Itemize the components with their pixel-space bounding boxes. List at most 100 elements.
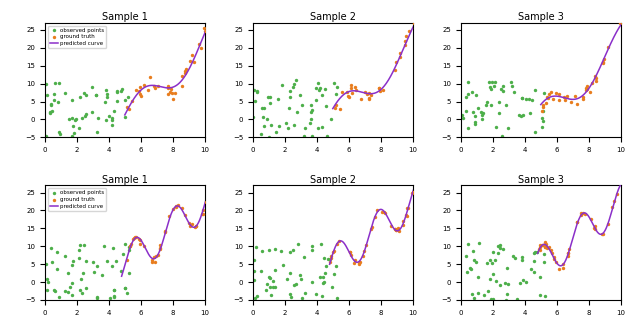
Point — [81, 112, 92, 117]
Point — [466, 267, 476, 272]
Point — [196, 211, 207, 216]
Point — [461, 95, 471, 100]
Point — [503, 282, 513, 287]
Point — [122, 291, 132, 296]
Point — [79, 242, 90, 247]
Point — [316, 242, 326, 247]
Point — [252, 89, 262, 95]
Title: Sample 2: Sample 2 — [310, 175, 356, 185]
Point — [124, 95, 134, 100]
Point — [120, 114, 130, 119]
Point — [127, 99, 137, 104]
Point — [148, 255, 159, 260]
Point — [139, 83, 149, 88]
Point — [74, 125, 84, 130]
Point — [390, 60, 401, 65]
Point — [486, 297, 496, 302]
Point — [300, 126, 310, 131]
Point — [335, 106, 345, 111]
Point — [92, 263, 102, 268]
Point — [163, 84, 173, 89]
Point — [365, 226, 376, 231]
Point — [369, 215, 380, 220]
Point — [485, 277, 495, 282]
Point — [494, 99, 504, 104]
Point — [540, 244, 550, 249]
Point — [331, 263, 341, 268]
Point — [532, 250, 542, 255]
Point — [252, 89, 262, 94]
Point — [111, 258, 121, 263]
Point — [153, 83, 163, 89]
Point — [131, 234, 141, 240]
Point — [488, 271, 498, 276]
Point — [554, 266, 564, 272]
Point — [70, 116, 81, 122]
Point — [297, 102, 307, 107]
Point — [42, 277, 52, 282]
Point — [280, 121, 291, 126]
Point — [108, 245, 118, 250]
Point — [538, 118, 548, 124]
Point — [105, 295, 115, 301]
Point — [120, 97, 131, 103]
Point — [81, 114, 91, 119]
Point — [307, 248, 317, 253]
Point — [473, 290, 483, 295]
Point — [591, 79, 602, 84]
Point — [619, 14, 629, 19]
Point — [529, 269, 540, 274]
Point — [502, 291, 513, 296]
Point — [495, 283, 506, 288]
Point — [333, 238, 344, 244]
Point — [76, 95, 86, 100]
Point — [307, 133, 317, 139]
Point — [87, 110, 97, 115]
Point — [470, 259, 481, 265]
Point — [364, 95, 374, 100]
Point — [170, 204, 180, 209]
Point — [403, 206, 413, 211]
Point — [291, 110, 301, 115]
Point — [539, 91, 549, 96]
Point — [259, 114, 269, 119]
Point — [345, 249, 355, 255]
Point — [69, 130, 79, 136]
Point — [542, 95, 552, 100]
Point — [410, 25, 420, 31]
Point — [271, 130, 281, 135]
Point — [469, 258, 479, 263]
Point — [598, 231, 608, 236]
Point — [259, 106, 269, 111]
Point — [129, 235, 140, 240]
Point — [354, 261, 364, 267]
Point — [101, 259, 111, 264]
Point — [525, 111, 536, 116]
Point — [332, 241, 342, 246]
Point — [53, 100, 63, 105]
Point — [257, 106, 268, 111]
Point — [138, 243, 148, 248]
Point — [266, 122, 276, 127]
Point — [125, 244, 136, 249]
Point — [549, 257, 559, 262]
Point — [470, 121, 480, 126]
Point — [311, 292, 321, 297]
Point — [529, 249, 540, 255]
Point — [41, 81, 51, 86]
Point — [295, 273, 305, 278]
Point — [521, 279, 531, 284]
Point — [316, 293, 326, 298]
Point — [168, 207, 179, 212]
Point — [408, 190, 419, 195]
Point — [589, 226, 599, 231]
Point — [46, 245, 56, 251]
Point — [483, 288, 493, 293]
Point — [470, 113, 480, 119]
Point — [478, 292, 488, 297]
Point — [509, 255, 520, 260]
Point — [534, 292, 545, 297]
Point — [332, 84, 342, 89]
Point — [516, 114, 526, 119]
Point — [609, 199, 620, 204]
